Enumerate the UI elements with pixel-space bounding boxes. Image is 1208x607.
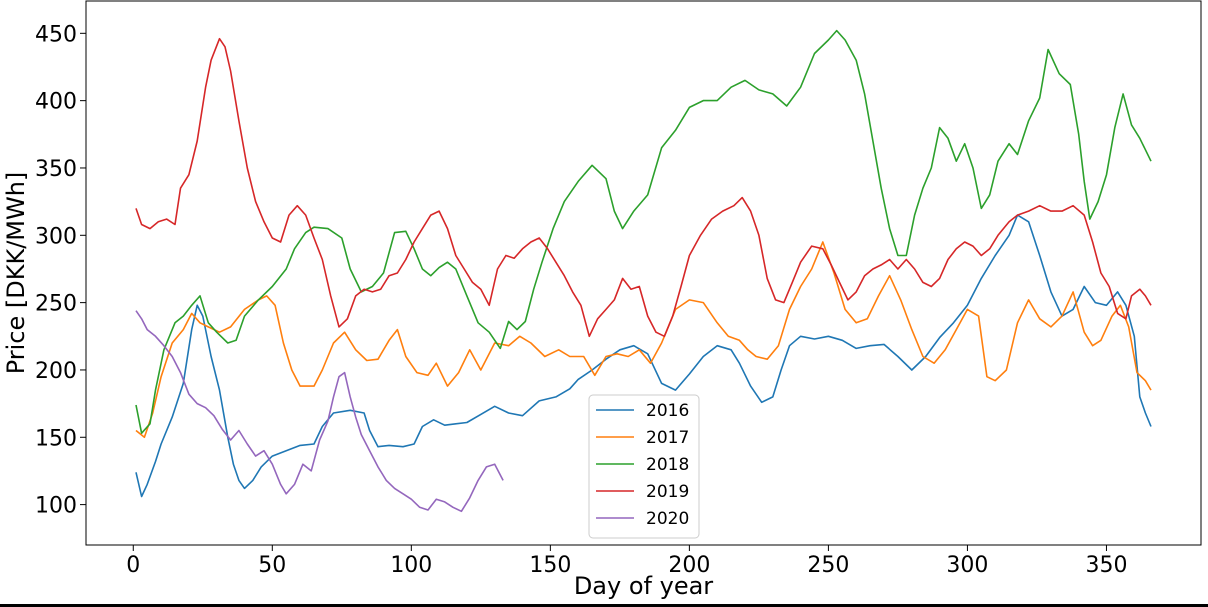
y-axis: 100 150 200 250 300 350 400 450: [35, 22, 86, 519]
series-lines: [135, 29, 1152, 513]
bottom-border: [0, 604, 1208, 607]
legend-frame: [588, 394, 700, 539]
y-tick-label: 200: [35, 359, 77, 384]
legend-label-2017: 2017: [646, 428, 689, 448]
x-tick-label: 350: [1085, 553, 1127, 578]
x-tick-label: 50: [258, 553, 286, 578]
series-line-2018: [135, 29, 1152, 434]
x-axis: 0 50 100 150 200 250 300 350: [126, 545, 1127, 578]
y-tick-label: 250: [35, 292, 77, 317]
y-tick-label: 300: [35, 224, 77, 249]
legend-label-2018: 2018: [646, 455, 689, 475]
series-line-2020: [135, 310, 504, 513]
x-axis-label: Day of year: [574, 572, 713, 600]
legend: 2016 2017 2018 2019 2020: [588, 394, 700, 539]
y-axis-label: Price [DKK/MWh]: [2, 172, 30, 375]
x-tick-label: 250: [807, 553, 849, 578]
series-line-2017: [135, 241, 1152, 439]
y-tick-label: 150: [35, 426, 77, 451]
x-tick-label: 200: [668, 553, 710, 578]
series-line-2019: [135, 37, 1152, 338]
legend-label-2019: 2019: [646, 482, 689, 502]
y-tick-label: 400: [35, 90, 77, 115]
legend-label-2016: 2016: [646, 401, 689, 421]
x-tick-label: 100: [390, 553, 432, 578]
x-tick-label: 150: [529, 553, 571, 578]
x-tick-label: 0: [126, 553, 140, 578]
y-tick-label: 450: [35, 22, 77, 47]
y-tick-label: 100: [35, 494, 77, 519]
legend-label-2020: 2020: [646, 509, 689, 529]
y-tick-label: 350: [35, 157, 77, 182]
x-tick-label: 300: [946, 553, 988, 578]
